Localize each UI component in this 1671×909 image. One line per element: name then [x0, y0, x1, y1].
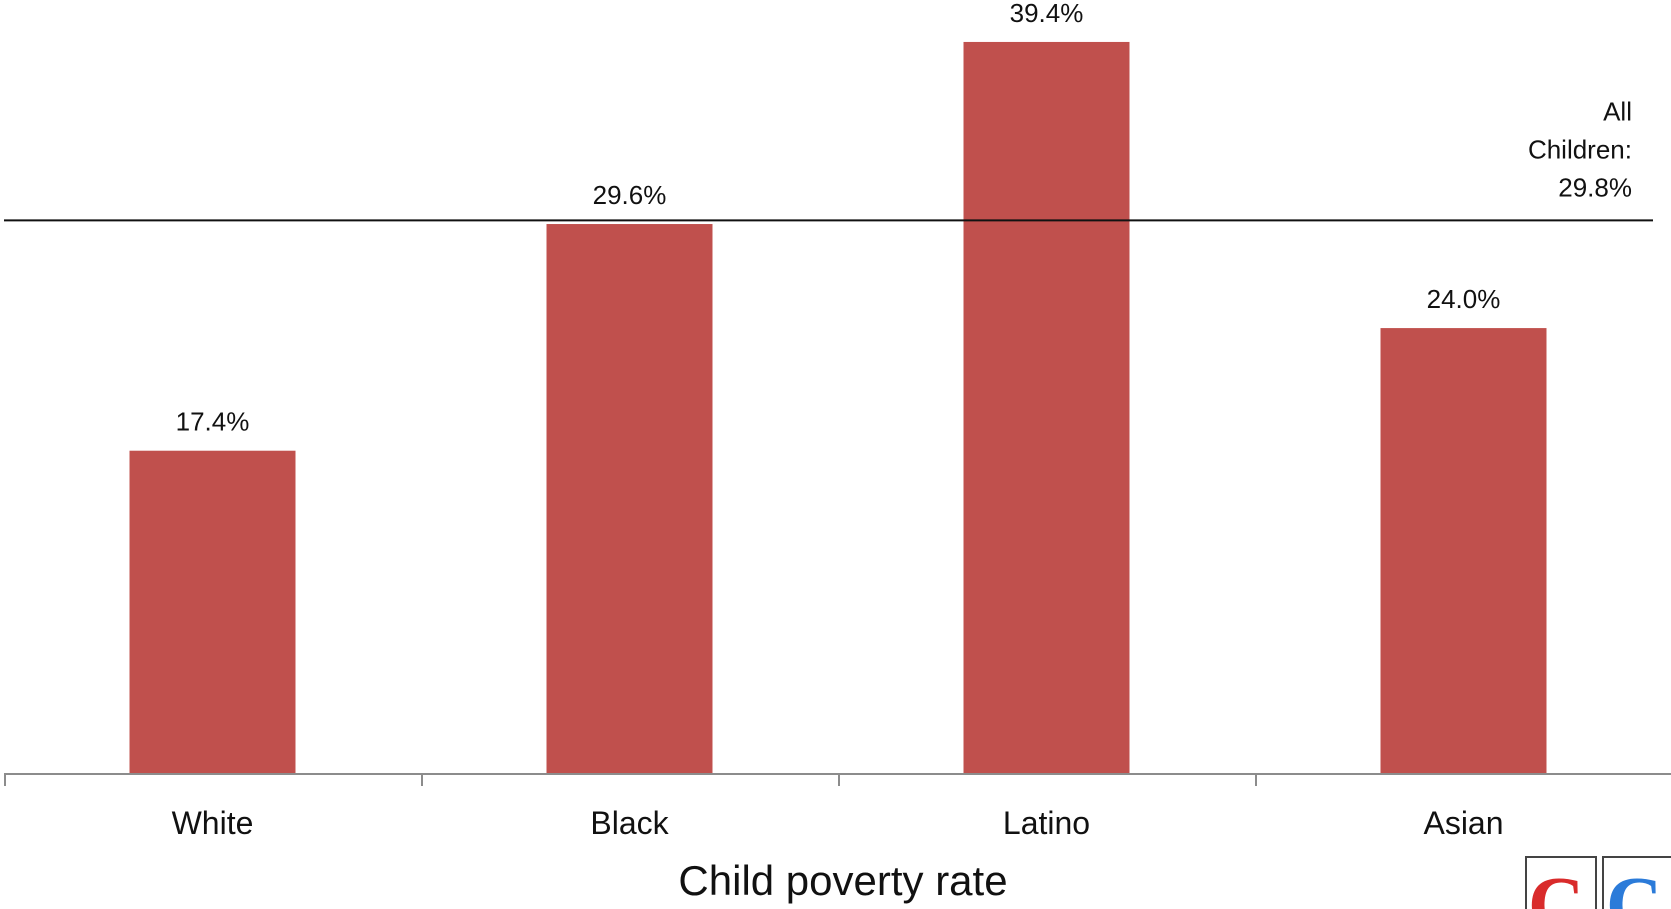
all-children-label-line: Children: [1528, 134, 1632, 164]
x-tick-label-white: White [172, 805, 254, 841]
x-axis-title: Child poverty rate [678, 857, 1007, 904]
data-label-latino: 39.4% [1010, 0, 1084, 28]
data-label-white: 17.4% [176, 407, 250, 437]
x-tick-label-black: Black [590, 805, 669, 841]
all-children-label-line: 29.8% [1558, 172, 1632, 202]
logo-letter-left: C [1528, 860, 1584, 909]
x-tick-label-latino: Latino [1003, 805, 1090, 841]
logo-box-left [1525, 856, 1597, 909]
bar-latino [963, 41, 1130, 775]
bar-white [129, 450, 296, 774]
bars-layer [129, 41, 1547, 775]
bar-asian [1380, 328, 1547, 774]
logo-box-right [1602, 856, 1671, 909]
x-tick-label-asian: Asian [1423, 805, 1503, 841]
logo-letter-right: C [1606, 860, 1662, 909]
all-children-label: All Children: 29.8% [1528, 96, 1632, 202]
bar-black [546, 224, 713, 775]
data-label-black: 29.6% [593, 180, 667, 210]
logo: C C [1525, 856, 1671, 909]
x-axis: White Black Latino Asian [4, 773, 1671, 841]
data-labels-layer: 17.4% 29.6% 39.4% 24.0% [176, 0, 1501, 437]
all-children-label-line: All [1603, 96, 1632, 126]
data-label-asian: 24.0% [1427, 284, 1501, 314]
